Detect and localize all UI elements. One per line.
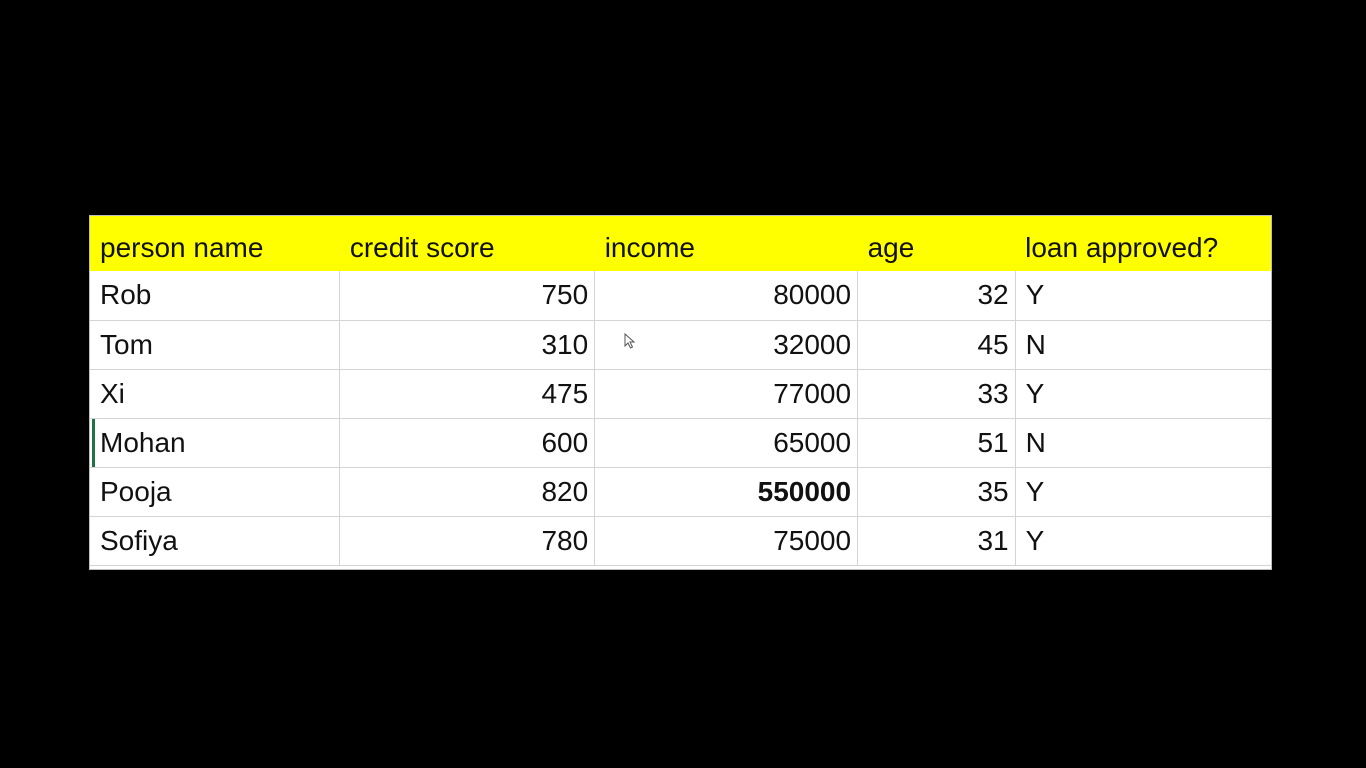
cell-income[interactable]: 77000 — [594, 369, 859, 419]
data-table: person name credit score income age loan… — [90, 216, 1271, 566]
cell-loan-approved[interactable]: Y — [1015, 467, 1271, 517]
cell-age[interactable]: 33 — [857, 369, 1016, 419]
cell-person-name[interactable]: Mohan — [90, 418, 341, 468]
cell-income[interactable]: 80000 — [594, 271, 859, 321]
table-row: Pooja 820 550000 35 Y — [90, 467, 1271, 517]
header-row: person name credit score income age loan… — [90, 216, 1271, 271]
cell-credit-score[interactable]: 600 — [339, 418, 596, 468]
cell-person-name[interactable]: Sofiya — [90, 516, 341, 566]
table-row: Mohan 600 65000 51 N — [90, 418, 1271, 468]
cell-income[interactable]: 32000 — [594, 320, 859, 370]
cell-loan-approved[interactable]: Y — [1015, 271, 1271, 321]
mouse-pointer-icon — [624, 333, 636, 349]
cell-age[interactable]: 31 — [857, 516, 1016, 566]
cell-person-name[interactable]: Tom — [90, 320, 341, 370]
cell-credit-score[interactable]: 750 — [339, 271, 596, 321]
table-row: Tom 310 32000 45 N — [90, 320, 1271, 370]
cell-loan-approved[interactable]: N — [1015, 418, 1271, 468]
cell-credit-score[interactable]: 310 — [339, 320, 596, 370]
cell-income[interactable]: 65000 — [594, 418, 859, 468]
cell-person-name[interactable]: Rob — [90, 271, 341, 321]
cell-income-bold[interactable]: 550000 — [594, 467, 859, 517]
cell-loan-approved[interactable]: Y — [1015, 516, 1271, 566]
cell-credit-score[interactable]: 780 — [339, 516, 596, 566]
cell-credit-score[interactable]: 820 — [339, 467, 596, 517]
selected-row-marker — [92, 419, 95, 467]
header-income[interactable]: income — [594, 216, 858, 271]
header-loan-approved[interactable]: loan approved? — [1015, 216, 1271, 271]
header-age[interactable]: age — [857, 216, 1016, 271]
cell-income[interactable]: 75000 — [594, 516, 859, 566]
cell-age[interactable]: 45 — [857, 320, 1016, 370]
cell-age[interactable]: 32 — [857, 271, 1016, 321]
table-row: Rob 750 80000 32 Y — [90, 271, 1271, 321]
header-credit-score[interactable]: credit score — [339, 216, 595, 271]
cell-loan-approved[interactable]: Y — [1015, 369, 1271, 419]
cell-person-name[interactable]: Pooja — [90, 467, 341, 517]
header-person-name[interactable]: person name — [90, 216, 340, 271]
cell-credit-score[interactable]: 475 — [339, 369, 596, 419]
cell-age[interactable]: 51 — [857, 418, 1016, 468]
table-row: Xi 475 77000 33 Y — [90, 369, 1271, 419]
cell-person-name[interactable]: Xi — [90, 369, 341, 419]
table-row: Sofiya 780 75000 31 Y — [90, 516, 1271, 566]
cell-age[interactable]: 35 — [857, 467, 1016, 517]
cell-loan-approved[interactable]: N — [1015, 320, 1271, 370]
spreadsheet-region: person name credit score income age loan… — [89, 215, 1272, 570]
